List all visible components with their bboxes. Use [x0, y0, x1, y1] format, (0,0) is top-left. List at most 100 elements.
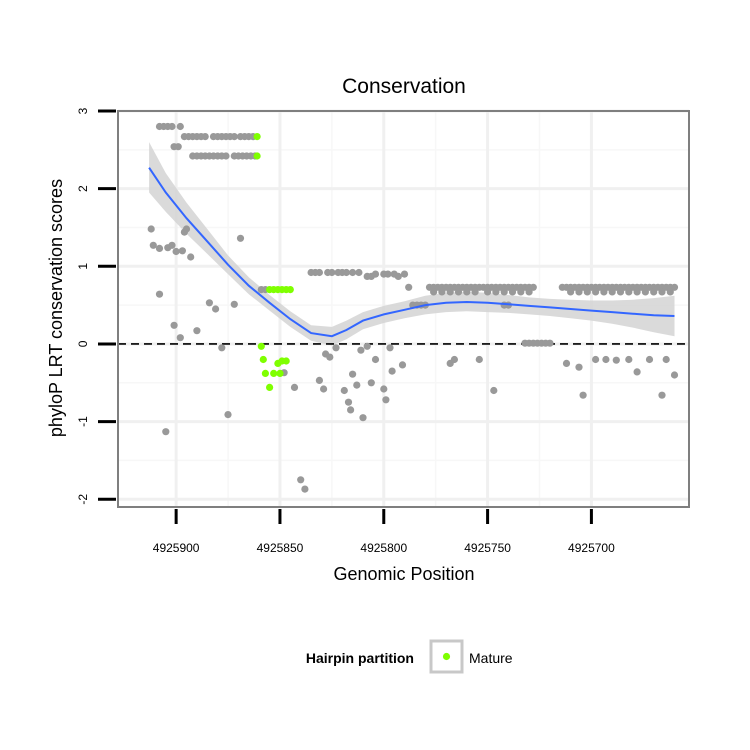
other-point: [608, 288, 616, 296]
other-point: [149, 241, 157, 249]
other-point: [212, 305, 220, 313]
other-point: [484, 288, 492, 296]
other-point: [602, 355, 610, 364]
other-point: [353, 381, 361, 389]
other-point: [187, 253, 195, 261]
other-point: [301, 485, 309, 493]
other-point: [172, 247, 180, 256]
other-point: [633, 288, 641, 296]
other-point: [612, 356, 620, 364]
mature-point: [270, 369, 278, 377]
other-point: [394, 272, 402, 280]
mature-point: [253, 152, 261, 160]
x-axis-title: Genomic Position: [333, 564, 474, 584]
other-point: [386, 344, 394, 352]
other-point: [174, 143, 182, 151]
other-point: [168, 241, 176, 249]
other-point: [193, 327, 201, 335]
y-axis-title: phyloP LRT conservation scores: [46, 179, 66, 437]
data-points: [147, 122, 679, 493]
other-point: [290, 383, 299, 391]
other-point: [583, 288, 591, 296]
legend-key-dot: [442, 652, 451, 661]
y-tick-label: 3: [76, 107, 90, 114]
y-tick-label: 0: [76, 340, 90, 347]
other-point: [666, 288, 674, 296]
other-point: [371, 270, 380, 278]
other-point: [359, 414, 367, 422]
legend-title: Hairpin partition: [306, 650, 414, 666]
other-point: [400, 270, 409, 278]
mature-point: [253, 133, 261, 141]
other-point: [633, 368, 641, 376]
other-point: [490, 386, 498, 395]
other-point: [471, 288, 479, 296]
other-point: [168, 122, 176, 131]
other-point: [625, 355, 633, 364]
other-point: [616, 288, 625, 296]
other-point: [357, 346, 365, 354]
other-point: [650, 288, 658, 296]
other-point: [454, 288, 463, 296]
other-point: [176, 122, 184, 131]
mature-point: [259, 355, 267, 364]
other-point: [567, 288, 575, 296]
other-point: [388, 367, 396, 375]
other-point: [500, 288, 508, 296]
x-tick-label: 4925800: [360, 541, 407, 555]
y-tick-label: 2: [76, 185, 90, 192]
other-point: [430, 288, 438, 296]
mature-point: [286, 286, 294, 294]
other-point: [218, 344, 226, 352]
other-point: [344, 398, 353, 406]
mature-point: [266, 383, 274, 391]
other-point: [176, 334, 184, 342]
other-point: [517, 288, 525, 296]
smooth-curve: [148, 167, 675, 338]
other-point: [320, 385, 328, 393]
other-point: [205, 299, 213, 307]
other-point: [155, 244, 164, 252]
smooth-line: [148, 167, 675, 338]
legend: Hairpin partition Mature: [306, 639, 513, 674]
y-tick-label: 1: [76, 263, 90, 270]
other-point: [492, 288, 500, 296]
other-point: [384, 270, 392, 278]
other-point: [347, 406, 355, 414]
other-point: [201, 133, 209, 141]
other-point: [525, 288, 533, 296]
other-point: [230, 300, 238, 308]
other-point: [355, 268, 363, 277]
other-point: [315, 268, 323, 277]
other-point: [340, 386, 348, 395]
other-point: [575, 363, 583, 371]
other-point: [450, 355, 458, 364]
x-tick-label: 4925900: [153, 541, 200, 555]
y-tick-label: -1: [76, 416, 90, 427]
x-tick-label: 4925700: [568, 541, 615, 555]
other-point: [438, 288, 446, 296]
other-point: [170, 321, 178, 329]
chart-title: Conservation: [342, 75, 466, 98]
mature-point: [282, 357, 290, 365]
other-point: [230, 133, 238, 141]
other-point: [405, 283, 413, 291]
other-point: [670, 371, 679, 379]
other-point: [592, 288, 600, 296]
other-point: [398, 361, 407, 369]
other-point: [475, 355, 483, 364]
other-point: [382, 396, 390, 404]
other-point: [297, 476, 305, 484]
other-point: [463, 288, 471, 296]
panel-border: [117, 110, 690, 508]
x-tick-label: 4925750: [464, 541, 511, 555]
other-point: [670, 283, 679, 291]
legend-label-mature: Mature: [469, 650, 513, 666]
other-point: [579, 391, 587, 399]
other-point: [658, 391, 666, 399]
other-point: [371, 355, 380, 364]
other-point: [155, 290, 164, 298]
other-point: [367, 379, 375, 387]
other-point: [592, 355, 600, 364]
